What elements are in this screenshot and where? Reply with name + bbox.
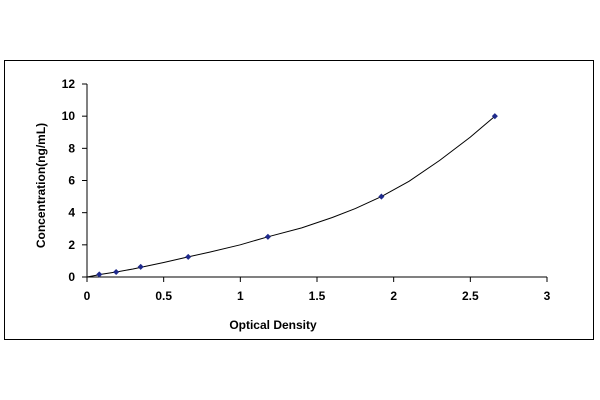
x-tick-label: 0 (84, 289, 91, 303)
x-tick-label: 1.5 (309, 289, 326, 303)
y-tick-label: 8 (68, 141, 75, 155)
x-tick-label: 1 (237, 289, 244, 303)
tick-labels: 0 0.5 1 1.5 2 2.5 3 0 2 4 6 8 10 12 (62, 77, 551, 303)
x-tick-label: 2 (390, 289, 397, 303)
data-point (113, 268, 120, 276)
y-tick-label: 4 (68, 206, 75, 220)
data-point (491, 113, 498, 120)
chart-plot: 0 0.5 1 1.5 2 2.5 3 0 2 4 6 8 10 12 Optical Density C… (34, 77, 551, 332)
x-tick-label: 3 (544, 289, 551, 303)
x-tick-label: 2.5 (462, 289, 479, 303)
y-tick-label: 6 (68, 174, 75, 188)
axes (86, 84, 547, 278)
fit-curve-layer (86, 115, 496, 278)
data-point (378, 193, 385, 200)
x-tick-label: 0.5 (155, 289, 172, 303)
data-point (185, 253, 192, 260)
y-tick-label: 12 (62, 77, 76, 91)
y-axis-title: Concentration(ng/mL) (34, 123, 48, 248)
fit-curve (86, 115, 496, 278)
data-point (137, 263, 144, 270)
y-tick-label: 2 (68, 238, 75, 252)
data-point (264, 233, 271, 240)
tick-marks (82, 83, 548, 282)
y-tick-label: 0 (68, 270, 75, 284)
data-point (96, 271, 103, 278)
y-tick-label: 10 (62, 109, 76, 123)
data-points (96, 113, 498, 278)
chart-frame: 0 0.5 1 1.5 2 2.5 3 0 2 4 6 8 10 12 Optical Density C… (4, 60, 594, 340)
x-axis-title: Optical Density (229, 318, 317, 332)
